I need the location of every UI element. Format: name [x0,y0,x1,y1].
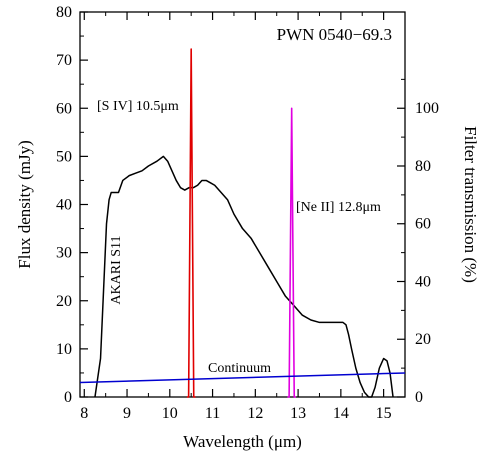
x-tick-label: 14 [333,405,349,422]
x-tick-label: 9 [123,405,131,422]
y2-tick-label: 20 [415,331,431,348]
y-tick-label: 50 [56,148,72,165]
x-tick-label: 11 [205,405,220,422]
series-layer [79,48,406,398]
y-tick-label: 30 [56,245,72,262]
chart-title: PWN 0540−69.3 [277,25,392,44]
y-axis-title: Flux density (mJy) [15,140,34,268]
ne-ii-line-label: [Ne II] 12.8μm [296,200,381,215]
y2-tick-label: 100 [415,100,439,117]
s-iv-line-label: [S IV] 10.5μm [97,99,179,114]
x-tick-label: 10 [162,405,178,422]
akari-s11-label: AKARI S11 [109,235,124,304]
y-tick-label: 60 [56,100,72,117]
series-line-akari-s11 [94,155,394,398]
series-line-continuum [79,372,406,384]
x-tick-label: 13 [290,405,306,422]
tick-labels: 8 9 10 11 12 13 14 15 0 10 20 30 40 50 60 70 80 0 20 40 60 80… [56,4,439,422]
y2-tick-label: 80 [415,158,431,175]
x-axis-title: Wavelength (μm) [183,432,302,451]
x-tick-label: 12 [247,405,263,422]
x-tick-label: 15 [376,405,392,422]
y2-tick-label: 0 [415,389,423,406]
x-tick-label: 8 [80,405,88,422]
y-tick-label: 40 [56,197,72,214]
series-line-ne-ii-12-8-m [287,107,296,398]
series-line-s-iv-10-5-m [186,48,196,398]
y-tick-label: 20 [56,293,72,310]
y-tick-label: 0 [64,389,72,406]
y-tick-label: 70 [56,52,72,69]
y-tick-label: 10 [56,341,72,358]
y2-tick-label: 60 [415,216,431,233]
y-tick-label: 80 [56,4,72,21]
continuum-label: Continuum [208,361,271,376]
y2-axis-title: Filter transmission (%) [461,126,480,283]
tick-marks [80,11,405,398]
y2-tick-label: 40 [415,273,431,290]
